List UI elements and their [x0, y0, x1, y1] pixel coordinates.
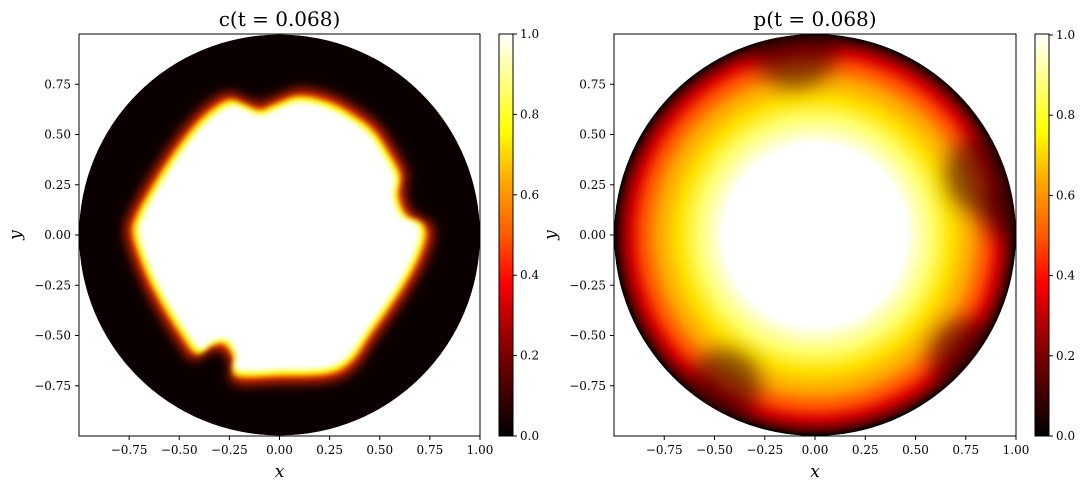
colorbar-tick-label: 0.4 — [520, 268, 539, 282]
chart-p-colorbar-ticks: 0.0 0.2 0.4 0.6 0.8 1.0 — [1049, 28, 1075, 443]
x-tick-label: 0.00 — [802, 443, 829, 457]
x-tick-label: −0.50 — [696, 443, 733, 457]
y-tick-label: −0.25 — [34, 278, 71, 292]
colorbar-tick-label: 0.8 — [520, 107, 539, 121]
chart-c-heatmap — [79, 34, 480, 436]
colorbar-tick-label: 1.0 — [1056, 28, 1075, 42]
y-tick-label: 0.00 — [44, 228, 71, 242]
x-tick-label: 1.00 — [1003, 443, 1030, 457]
chart-p-colorbar — [1034, 33, 1050, 437]
dark-lobe — [750, 34, 840, 89]
y-tick-label: 0.75 — [44, 77, 71, 91]
dark-lobe — [929, 319, 1002, 392]
colorbar-tick-label: 0.0 — [1056, 429, 1075, 443]
chart-c-x-label: x — [275, 462, 285, 482]
dark-lobe — [981, 190, 1016, 240]
y-tick-label: 0.25 — [44, 178, 71, 192]
chart-c-colorbar-ticks: 0.0 0.2 0.4 0.6 0.8 1.0 — [513, 27, 539, 443]
chart-c-y-ticks: 0.75 0.50 0.25 0.00 −0.25 −0.50 −0.75 — [34, 77, 79, 393]
chart-p-x-ticks: −0.75 −0.50 −0.25 0.00 0.25 0.50 0.75 1.00 — [646, 436, 1030, 457]
chart-p-y-ticks: 0.75 0.50 0.25 0.00 −0.25 −0.50 −0.75 — [569, 77, 614, 393]
colorbar-tick-label: 0.2 — [520, 349, 539, 363]
x-tick-label: −0.25 — [746, 443, 783, 457]
y-tick-label: 0.75 — [579, 77, 606, 91]
chart-c-colorbar — [498, 33, 514, 437]
colorbar-tick-label: 0.6 — [1056, 188, 1075, 202]
y-tick-label: 0.50 — [44, 128, 71, 142]
y-tick-label: −0.75 — [34, 379, 71, 393]
x-tick-label: 0.50 — [366, 443, 393, 457]
x-tick-label: 0.75 — [417, 443, 444, 457]
x-tick-label: −0.50 — [161, 443, 198, 457]
chart-c-blob-core — [138, 101, 421, 372]
y-tick-label: −0.25 — [569, 278, 606, 292]
colorbar-tick-label: 0.8 — [1056, 108, 1075, 122]
y-tick-label: −0.50 — [569, 329, 606, 343]
colorbar-tick-label: 1.0 — [520, 27, 539, 41]
x-tick-label: 0.25 — [852, 443, 879, 457]
chart-p-y-label: y — [541, 230, 561, 241]
chart-c-title: c(t = 0.068) — [219, 7, 341, 31]
y-tick-label: 0.00 — [579, 228, 606, 242]
chart-c-x-ticks: −0.75 −0.50 −0.25 0.00 0.25 0.50 0.75 1.00 — [111, 436, 494, 457]
chart-p-disk — [614, 34, 1016, 436]
y-tick-label: 0.50 — [579, 128, 606, 142]
colorbar-tick-label: 0.6 — [520, 188, 539, 202]
colorbar-tick-label: 0.0 — [520, 429, 539, 443]
y-tick-label: −0.50 — [34, 329, 71, 343]
chart-p-x-label: x — [810, 462, 820, 482]
chart-p: p(t = 0.068) −0.75 −0.50 −0.25 0.00 0.25 0.50… — [541, 7, 1075, 482]
colorbar-tick-label: 0.2 — [1056, 349, 1075, 363]
x-tick-label: −0.75 — [111, 443, 148, 457]
x-tick-label: 0.50 — [902, 443, 929, 457]
x-tick-label: 0.25 — [316, 443, 343, 457]
chart-c: c(t = 0.068) −0.75 −0.50 −0.25 0.00 0.25 0.50… — [6, 7, 539, 482]
y-tick-label: 0.25 — [579, 178, 606, 192]
y-tick-label: −0.75 — [569, 379, 606, 393]
chart-p-heatmap — [614, 34, 1016, 436]
dark-lobe — [688, 349, 761, 422]
x-tick-label: 0.00 — [266, 443, 293, 457]
x-tick-label: 0.75 — [952, 443, 979, 457]
chart-c-y-label: y — [6, 230, 26, 241]
chart-p-title: p(t = 0.068) — [753, 7, 876, 31]
x-tick-label: −0.75 — [646, 443, 683, 457]
x-tick-label: −0.25 — [211, 443, 248, 457]
colorbar-tick-label: 0.4 — [1056, 269, 1075, 283]
x-tick-label: 1.00 — [467, 443, 494, 457]
